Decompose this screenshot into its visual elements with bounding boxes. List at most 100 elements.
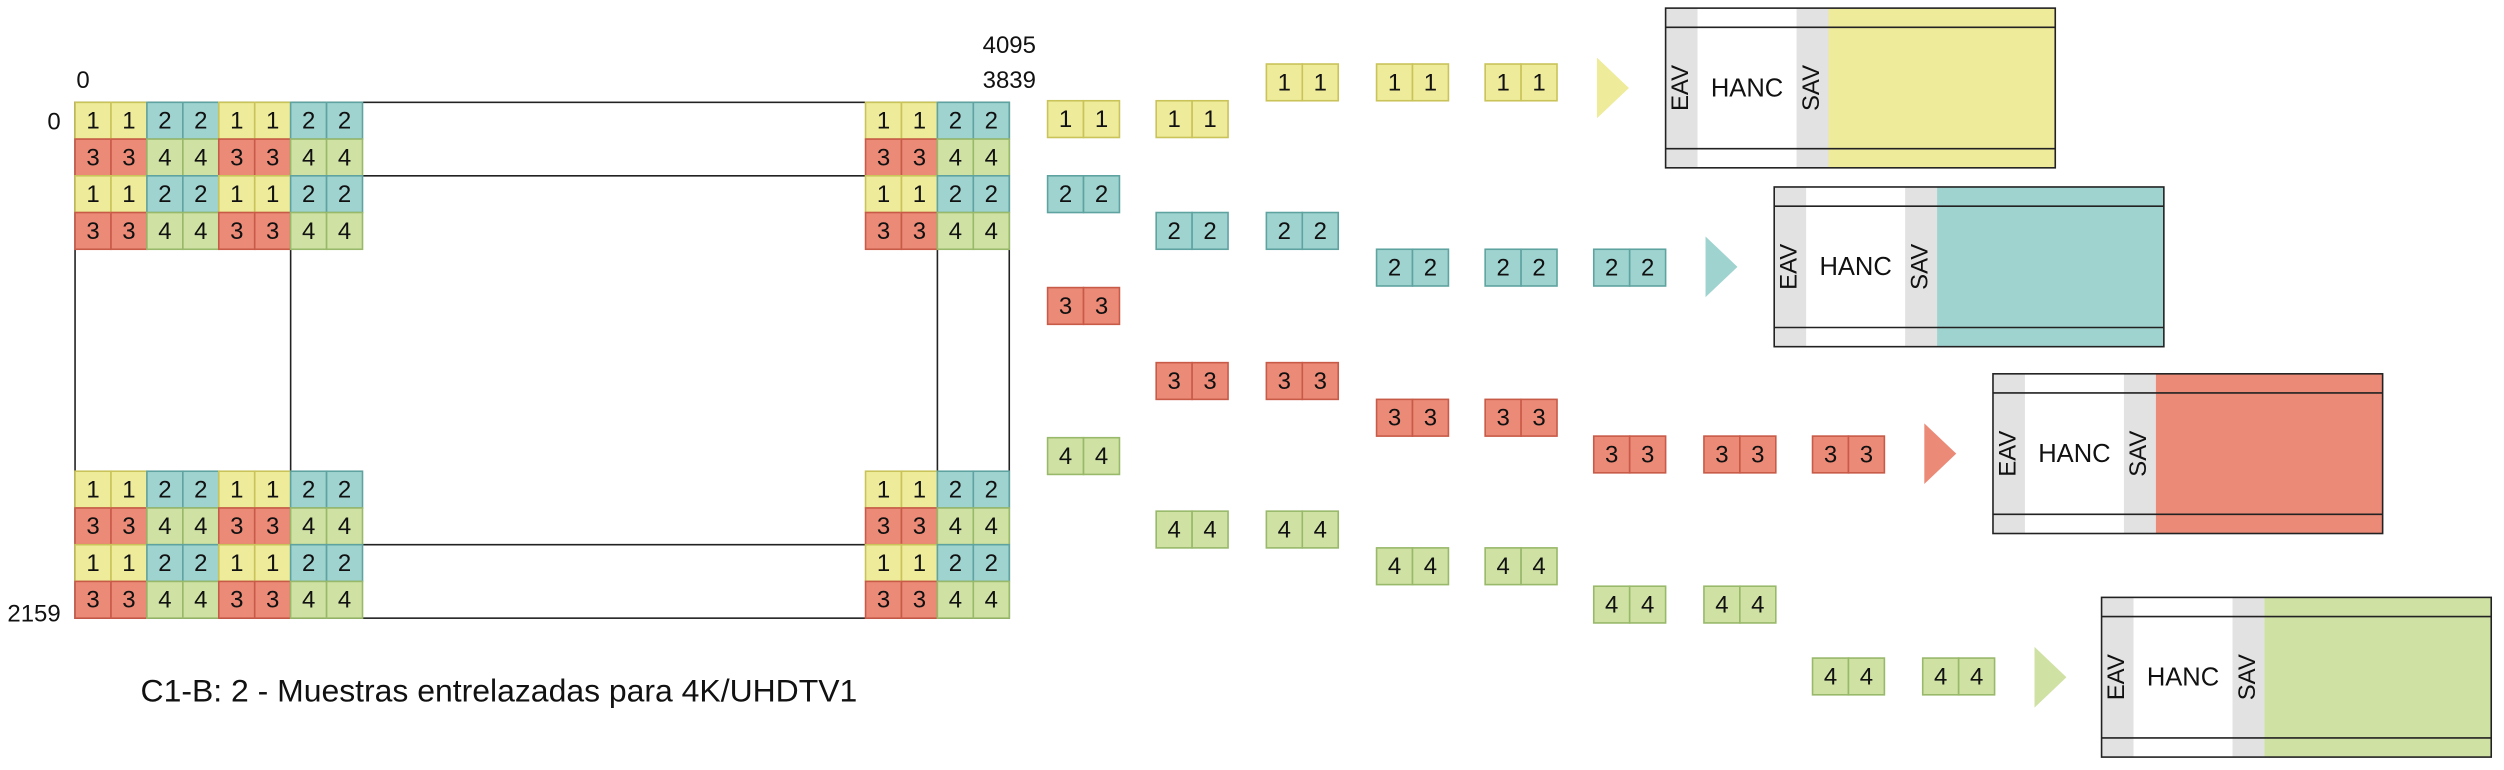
sample-label: 4	[302, 587, 315, 614]
arrow	[2034, 646, 2067, 708]
sav-area	[1796, 8, 1829, 168]
sample-cell	[1847, 435, 1886, 474]
sample-label: 2	[1314, 218, 1327, 245]
sample-label: 4	[1970, 663, 1983, 690]
sample-label: 1	[122, 181, 135, 208]
sample-cell	[1520, 63, 1558, 102]
sample-label: 3	[1532, 405, 1545, 432]
sample-label: 3	[913, 218, 926, 245]
sample-cell	[1375, 248, 1414, 287]
sample-label: 4	[338, 587, 351, 614]
sample-label: 1	[122, 550, 135, 577]
sample-label: 2	[1496, 255, 1509, 282]
sample-label: 1	[913, 477, 926, 504]
sample-cell	[110, 211, 148, 251]
sample-cell	[217, 211, 256, 251]
col-end-label: 3839	[983, 67, 1036, 94]
sample-cell	[110, 507, 148, 546]
eav-area	[2101, 597, 2134, 758]
sample-label: 3	[1095, 293, 1108, 320]
sample-cell	[1484, 398, 1522, 437]
sample-label: 4	[1751, 592, 1764, 619]
sample-label: 2	[1605, 255, 1618, 282]
sample-label: 1	[1424, 69, 1437, 96]
sample-cell	[325, 580, 364, 619]
hanc-label: HANC	[2147, 664, 2219, 692]
sample-cell	[289, 507, 328, 546]
sample-label: 3	[266, 587, 279, 614]
sample-cell	[900, 507, 939, 546]
sample-label: 4	[949, 144, 962, 171]
row-end-label: 2159	[7, 600, 60, 627]
sample-label: 3	[266, 218, 279, 245]
eav-area	[1665, 8, 1698, 168]
sample-label: 2	[338, 108, 351, 135]
sample-cell	[972, 211, 1011, 251]
sample-cell	[110, 470, 148, 509]
sample-label: 4	[1059, 443, 1072, 470]
sample-cell	[972, 101, 1011, 140]
sample-cell	[1739, 435, 1777, 474]
sample-cell	[1265, 361, 1304, 401]
sav-label: SAV	[2234, 654, 2261, 700]
sample-cell	[936, 211, 975, 251]
sample-cell	[1811, 435, 1850, 474]
sav-label: SAV	[2125, 431, 2152, 477]
sample-label: 3	[877, 513, 890, 540]
sample-label: 1	[266, 108, 279, 135]
sample-label: 3	[86, 513, 99, 540]
sample-label: 4	[302, 513, 315, 540]
sample-cell	[289, 175, 328, 214]
sample-cell	[110, 580, 148, 619]
sample-label: 1	[266, 550, 279, 577]
sample-label: 2	[1095, 181, 1108, 208]
sample-cell	[1520, 547, 1558, 586]
sample-cell	[289, 138, 328, 177]
sample-cell	[1082, 175, 1121, 214]
col-start-label: 0	[76, 67, 89, 94]
sample-label: 4	[985, 587, 998, 614]
sample-cell	[1191, 510, 1229, 549]
sample-label: 3	[877, 144, 890, 171]
sample-label: 2	[194, 477, 207, 504]
eav-area	[1774, 186, 1807, 347]
sample-label: 4	[1532, 553, 1545, 580]
sample-cell	[1082, 436, 1121, 476]
sample-label: 1	[877, 181, 890, 208]
sample-label: 2	[1532, 255, 1545, 282]
sample-label: 3	[1605, 441, 1618, 468]
sample-label: 1	[230, 477, 243, 504]
sample-cell	[1811, 657, 1850, 696]
sample-cell	[1847, 657, 1886, 696]
active-area	[1937, 186, 2164, 347]
buffer-frame	[1773, 186, 2165, 348]
frame	[74, 101, 1011, 619]
sample-label: 3	[122, 144, 135, 171]
sample-label: 2	[194, 550, 207, 577]
sample-cell	[1484, 63, 1522, 102]
sample-label: 2	[194, 181, 207, 208]
sav-area	[2232, 597, 2265, 758]
buffer-frame	[1664, 7, 2057, 169]
sample-label: 1	[122, 108, 135, 135]
sample-cell	[74, 543, 112, 583]
sample-label: 2	[158, 108, 171, 135]
sample-cell	[1411, 63, 1450, 102]
sample-cell	[182, 138, 220, 177]
sample-label: 1	[1167, 106, 1180, 133]
sample-label: 4	[949, 587, 962, 614]
sample-cell	[289, 470, 328, 509]
sample-label: 3	[266, 144, 279, 171]
sample-cell	[1703, 585, 1741, 624]
sample-label: 4	[158, 144, 171, 171]
sample-label: 2	[949, 108, 962, 135]
sample-cell	[936, 543, 975, 583]
arrow	[1596, 57, 1629, 119]
sample-cell	[1592, 248, 1631, 287]
sample-label: 4	[158, 513, 171, 540]
sample-cell	[1921, 657, 1960, 696]
sample-cell	[936, 580, 975, 619]
sample-label: 2	[302, 550, 315, 577]
